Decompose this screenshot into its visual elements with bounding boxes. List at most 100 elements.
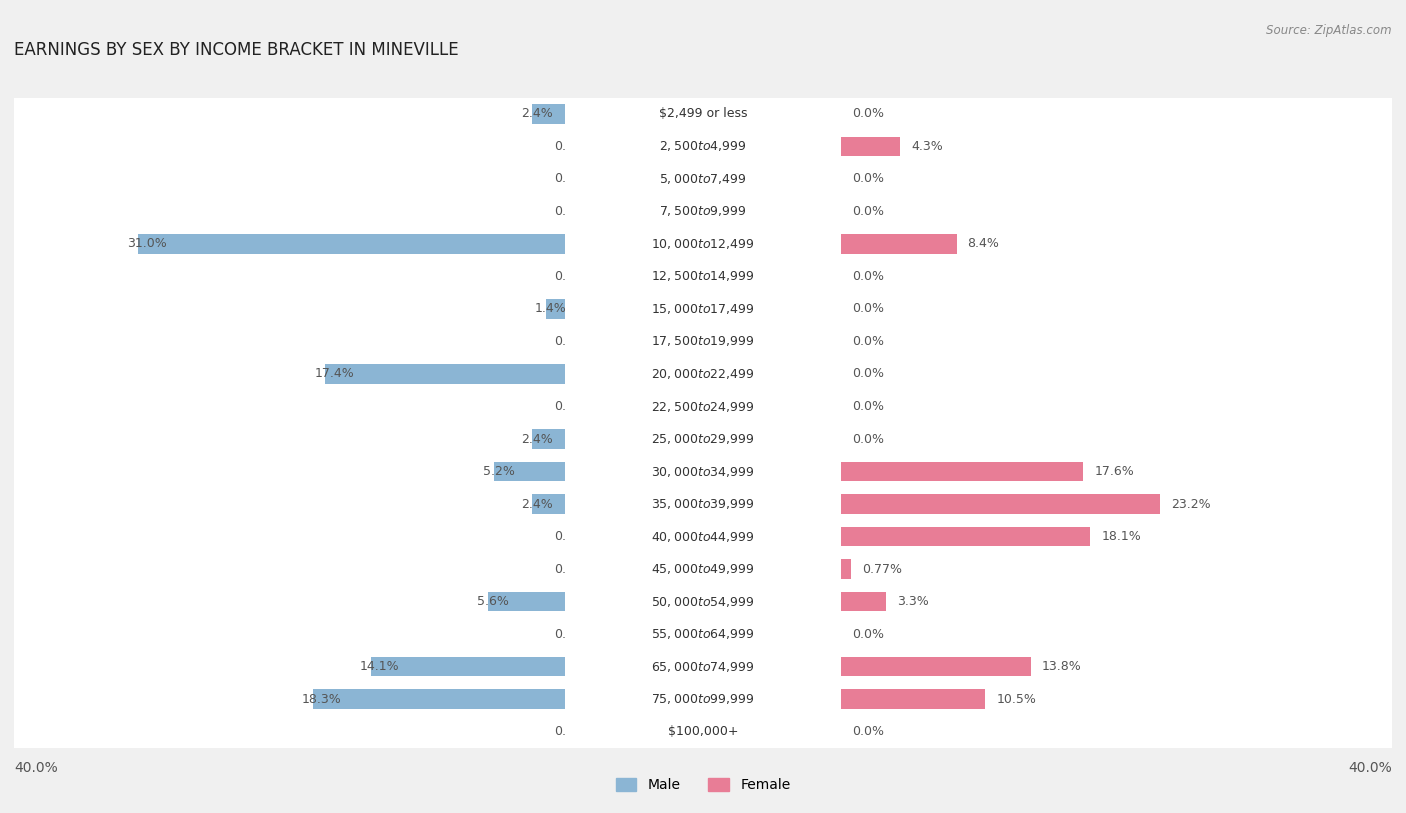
Text: 0.0%: 0.0% <box>554 725 586 738</box>
Text: 0.0%: 0.0% <box>554 400 586 413</box>
Text: $10,000 to $12,499: $10,000 to $12,499 <box>651 237 755 251</box>
Text: $65,000 to $74,999: $65,000 to $74,999 <box>651 659 755 674</box>
Bar <box>0 228 841 260</box>
Text: 0.0%: 0.0% <box>852 205 884 218</box>
Bar <box>0 650 565 683</box>
Bar <box>0 618 841 650</box>
Text: 2.4%: 2.4% <box>522 107 553 120</box>
Bar <box>0 585 841 618</box>
Text: $50,000 to $54,999: $50,000 to $54,999 <box>651 594 755 609</box>
Text: 10.5%: 10.5% <box>997 693 1036 706</box>
Bar <box>0 195 841 228</box>
Text: $15,000 to $17,499: $15,000 to $17,499 <box>651 302 755 316</box>
Bar <box>531 494 565 514</box>
Text: 17.4%: 17.4% <box>315 367 354 380</box>
Bar <box>0 260 565 293</box>
Text: $17,500 to $19,999: $17,500 to $19,999 <box>651 334 755 349</box>
Text: 0.0%: 0.0% <box>852 628 884 641</box>
Text: $5,000 to $7,499: $5,000 to $7,499 <box>659 172 747 186</box>
Bar <box>841 657 1031 676</box>
Bar <box>0 553 841 585</box>
Bar <box>0 390 565 423</box>
Bar <box>565 455 1406 488</box>
Bar <box>565 130 1406 163</box>
Bar <box>841 494 1160 514</box>
Text: 18.1%: 18.1% <box>1101 530 1140 543</box>
Text: 14.1%: 14.1% <box>360 660 399 673</box>
Text: 0.0%: 0.0% <box>852 172 884 185</box>
Bar <box>0 325 841 358</box>
Bar <box>565 260 1406 293</box>
Text: EARNINGS BY SEX BY INCOME BRACKET IN MINEVILLE: EARNINGS BY SEX BY INCOME BRACKET IN MIN… <box>14 41 458 59</box>
Bar <box>0 553 565 585</box>
Text: 0.0%: 0.0% <box>554 628 586 641</box>
Text: 23.2%: 23.2% <box>1171 498 1211 511</box>
Text: $75,000 to $99,999: $75,000 to $99,999 <box>651 692 755 706</box>
Bar <box>565 488 1406 520</box>
Bar <box>0 325 565 358</box>
Text: 5.6%: 5.6% <box>477 595 509 608</box>
Text: 18.3%: 18.3% <box>302 693 342 706</box>
Bar <box>841 234 956 254</box>
Bar <box>546 299 565 319</box>
Bar <box>565 358 1406 390</box>
Bar <box>565 390 1406 423</box>
Bar <box>841 462 1083 481</box>
Bar <box>0 683 565 715</box>
Text: $22,500 to $24,999: $22,500 to $24,999 <box>651 399 755 414</box>
Bar <box>565 618 1406 650</box>
Text: 17.6%: 17.6% <box>1094 465 1135 478</box>
Bar <box>0 683 841 715</box>
Bar <box>841 559 852 579</box>
Text: $35,000 to $39,999: $35,000 to $39,999 <box>651 497 755 511</box>
Text: $100,000+: $100,000+ <box>668 725 738 738</box>
Text: 0.0%: 0.0% <box>554 140 586 153</box>
Bar <box>841 592 886 611</box>
Bar <box>841 689 986 709</box>
Bar <box>0 488 841 520</box>
Text: $40,000 to $44,999: $40,000 to $44,999 <box>651 529 755 544</box>
Text: 3.3%: 3.3% <box>897 595 929 608</box>
Bar <box>371 657 565 676</box>
Bar <box>565 650 1406 683</box>
Text: $45,000 to $49,999: $45,000 to $49,999 <box>651 562 755 576</box>
Text: $30,000 to $34,999: $30,000 to $34,999 <box>651 464 755 479</box>
Bar <box>565 195 1406 228</box>
Bar <box>0 455 841 488</box>
Bar <box>531 429 565 449</box>
Text: 40.0%: 40.0% <box>1348 761 1392 776</box>
Bar <box>565 520 1406 553</box>
Bar <box>0 228 565 260</box>
Legend: Male, Female: Male, Female <box>610 773 796 798</box>
Bar <box>565 98 1406 130</box>
Bar <box>0 358 841 390</box>
Text: 0.0%: 0.0% <box>852 107 884 120</box>
Bar <box>0 130 565 163</box>
Bar <box>565 683 1406 715</box>
Text: 0.0%: 0.0% <box>852 725 884 738</box>
Text: 0.0%: 0.0% <box>852 367 884 380</box>
Text: 0.0%: 0.0% <box>554 563 586 576</box>
Bar <box>0 618 565 650</box>
Bar <box>565 325 1406 358</box>
Text: 8.4%: 8.4% <box>967 237 1000 250</box>
Bar <box>0 455 565 488</box>
Text: 0.0%: 0.0% <box>554 270 586 283</box>
Bar <box>0 520 841 553</box>
Text: $55,000 to $64,999: $55,000 to $64,999 <box>651 627 755 641</box>
Text: 1.4%: 1.4% <box>534 302 567 315</box>
Bar <box>565 163 1406 195</box>
Bar <box>0 195 565 228</box>
Bar <box>138 234 565 254</box>
Text: 0.0%: 0.0% <box>852 302 884 315</box>
Bar <box>0 260 841 293</box>
Bar <box>0 715 841 748</box>
Bar <box>0 423 565 455</box>
Bar <box>0 520 565 553</box>
Text: 13.8%: 13.8% <box>1042 660 1081 673</box>
Bar <box>0 585 565 618</box>
Text: 0.0%: 0.0% <box>554 530 586 543</box>
Text: 0.0%: 0.0% <box>554 172 586 185</box>
Bar <box>0 715 565 748</box>
Bar <box>0 423 841 455</box>
